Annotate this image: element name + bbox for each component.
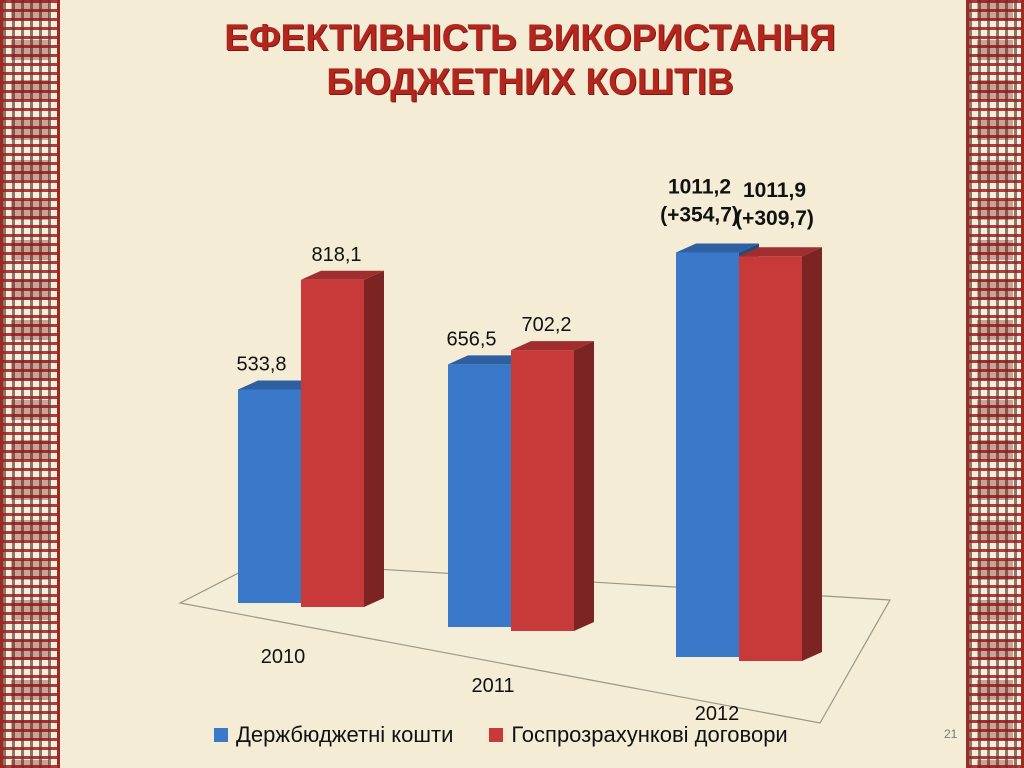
slide-title-line-2: БЮДЖЕТНИХ КОШТІВ [326,61,734,102]
data-label-0-2010: 533,8 [236,353,286,375]
bar-top-0-2011 [448,355,531,365]
category-label-2012: 2012 [695,703,740,725]
legend-label-series-1: Держбюджетні кошти [236,722,454,747]
data-label-0-2012: 1011,2 [668,176,731,199]
legend-label-series-2: Госпрозрахункові договори [511,722,788,747]
bar-contracts-2010 [301,279,364,607]
data-label-note-1-2012: (+309,7) [735,207,814,230]
bar-top-1-2012 [739,247,822,257]
page-number: 21 [944,727,958,741]
data-label-0-2011: 656,5 [446,328,496,350]
bar-contracts-2012 [739,256,802,661]
decorative-border-left [0,0,60,768]
bar-contracts-2011 [511,350,574,631]
bar-side-1-2010 [364,270,384,607]
data-label-1-2012: 1011,9 [743,179,806,202]
bar-state-budget-2012 [676,252,739,657]
category-label-2011: 2011 [471,675,514,697]
legend-swatch-blue [214,728,228,742]
chart-legend: Держбюджетні кошти Госпрозрахункові дого… [214,722,814,748]
bar-side-1-2011 [574,341,594,631]
bar-state-budget-2011 [448,364,511,627]
bar-side-1-2012 [802,247,822,662]
data-label-1-2010: 818,1 [311,244,361,266]
chart-bars [238,243,822,662]
category-label-2010: 2010 [261,646,306,668]
data-label-note-0-2012: (+354,7) [660,204,739,227]
bar-top-1-2010 [301,270,384,280]
bar-top-1-2011 [511,341,594,351]
bar-top-0-2010 [238,380,321,390]
legend-item-series-2: Госпрозрахункові договори [489,722,788,748]
data-label-1-2011: 702,2 [521,314,571,336]
legend-item-series-1: Держбюджетні кошти [214,722,453,748]
bar-state-budget-2010 [238,389,301,603]
legend-swatch-red [489,728,504,742]
slide-title-line-1: ЕФЕКТИВНІСТЬ ВИКОРИСТАННЯ [224,17,836,58]
decorative-border-right [966,0,1024,768]
chart-labels: 533,8 818,1 2010 656,5 702,2 2011 1011,2 (+354,… [236,176,813,725]
bar-top-0-2012 [676,243,759,253]
